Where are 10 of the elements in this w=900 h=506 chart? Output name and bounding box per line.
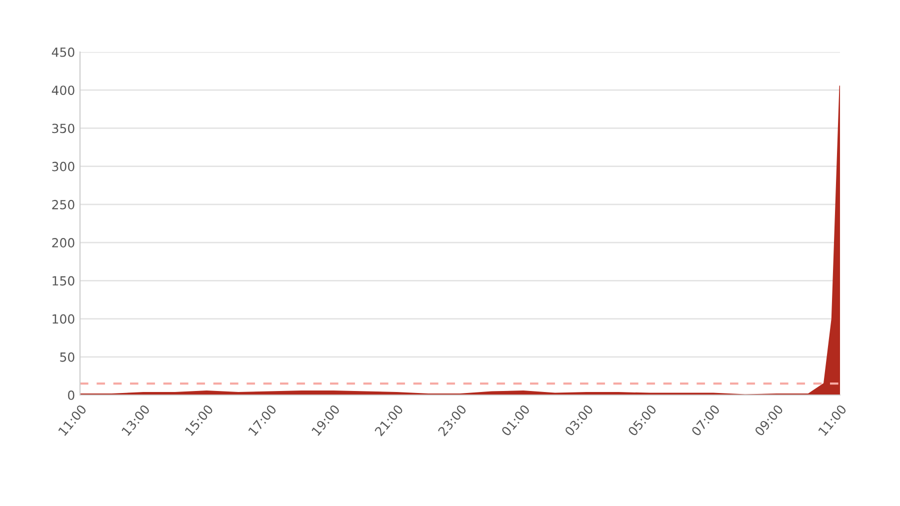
- y-tick-label: 50: [60, 352, 74, 362]
- y-tick-label: 400: [52, 86, 74, 96]
- y-tick-label: 250: [52, 200, 74, 210]
- y-tick-label: 200: [52, 238, 74, 248]
- y-tick-label: 150: [52, 276, 74, 286]
- y-tick-label: 450: [52, 47, 74, 57]
- y-tick-label: 350: [52, 124, 74, 134]
- y-tick-label: 100: [52, 314, 74, 324]
- y-tick-label: 0: [68, 390, 74, 400]
- y-tick-label: 300: [52, 162, 74, 172]
